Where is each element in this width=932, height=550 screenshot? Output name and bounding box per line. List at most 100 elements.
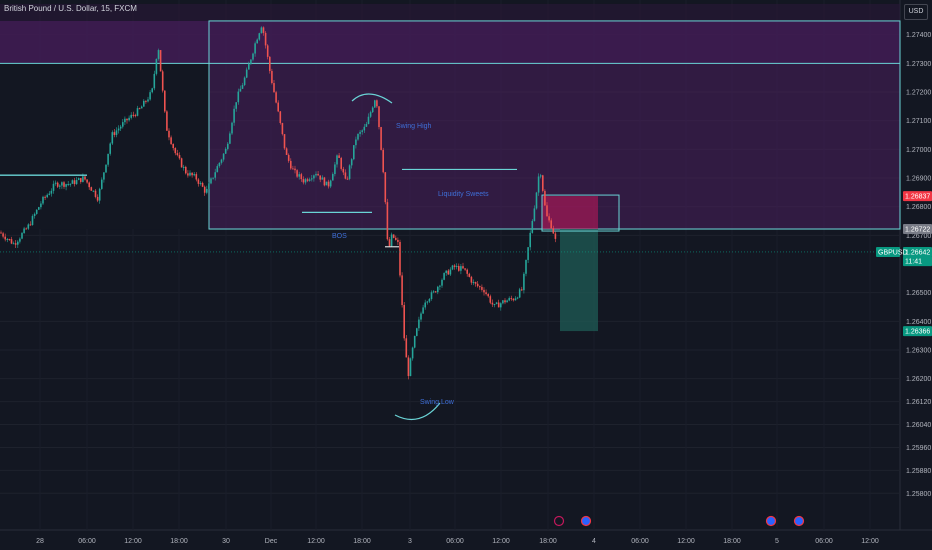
candle-body (54, 182, 57, 184)
candle-body (481, 286, 483, 290)
candle-body (374, 100, 376, 108)
symbol-title[interactable]: British Pound / U.S. Dollar, 15, FXCM (4, 4, 141, 13)
price-tag-label: 11:41 (905, 259, 922, 266)
candle-body (168, 130, 170, 138)
candle-body (420, 313, 422, 320)
candle-body (98, 188, 101, 201)
candle-body (256, 39, 258, 44)
candle-body (535, 192, 538, 209)
economic-event-marker (793, 515, 805, 527)
x-axis[interactable]: 28 06:00 12:00 18:00 30 Dec 12:00 18:00 3 06:00 12… (36, 538, 879, 545)
y-axis[interactable]: 1.27400 1.27300 1.27200 1.27100 1.27000 1.269… (906, 32, 931, 498)
candle-body (537, 176, 540, 193)
candle-body (132, 114, 135, 116)
candle-body (12, 243, 15, 245)
candle-body (6, 239, 9, 241)
candle-body (199, 182, 202, 184)
candle-body (392, 234, 395, 238)
candle-body (25, 228, 27, 230)
candle-body (161, 71, 164, 91)
annotation-label: Liquidity Sweets (438, 191, 489, 198)
price-tag (903, 256, 932, 267)
candle-body (466, 269, 468, 274)
candle-body (378, 106, 380, 128)
left-gap (0, 63, 209, 230)
overlays-layer: Swing High Liquidity Sweets BOS Swing Low (0, 93, 900, 527)
candle-body (353, 145, 355, 160)
candle-body (405, 338, 408, 358)
candle-body (395, 237, 397, 240)
candle-body (493, 303, 496, 305)
candle-body (418, 319, 420, 329)
x-tick-label: 28 (36, 538, 44, 545)
swing-low-arc (394, 402, 441, 421)
price-tag (903, 224, 932, 235)
candle-body (92, 190, 95, 192)
candle-body (157, 50, 160, 59)
candle-body (518, 289, 521, 298)
candle-body (201, 182, 204, 187)
x-tick-label: 06:00 (78, 538, 96, 545)
candle-body (42, 196, 44, 204)
candle-body (262, 27, 265, 33)
candle-body (71, 180, 74, 184)
candle-body (170, 137, 172, 145)
y-tick-label: 1.26040 (906, 422, 931, 429)
candle-body (525, 259, 527, 274)
y-tick-label: 1.26800 (906, 204, 931, 211)
candle-body (206, 188, 208, 193)
candle-body (462, 266, 464, 269)
x-tick-label: 18:00 (353, 538, 371, 545)
take-profit-area (560, 229, 598, 332)
candle-body (510, 298, 513, 300)
candle-body (101, 179, 103, 189)
candle-body (178, 155, 181, 159)
candle-body (27, 224, 30, 229)
candle-body (250, 59, 252, 65)
candle-body (376, 100, 378, 107)
candle-body (313, 175, 315, 179)
candle-body (233, 108, 235, 123)
x-tick-label: 4 (592, 538, 596, 545)
candle-body (143, 100, 145, 107)
candle-body (180, 158, 183, 168)
candle-body (491, 302, 494, 305)
candle-body (29, 224, 32, 226)
candle-body (460, 266, 462, 271)
candle-body (287, 154, 290, 161)
price-tag-label: 1.26837 (905, 194, 930, 201)
candle-body (56, 182, 59, 187)
candle-body (19, 238, 21, 242)
candle-body (290, 160, 292, 169)
candle-body (380, 127, 382, 150)
candle-body (458, 265, 460, 271)
candle-body (252, 53, 254, 60)
candle-body (224, 148, 227, 154)
candle-body (476, 283, 479, 287)
candle-body (21, 233, 23, 239)
annotation-label: Swing Low (420, 399, 455, 406)
candle-body (212, 177, 214, 179)
candle-body (350, 159, 353, 166)
candle-body (69, 183, 72, 185)
candle-body (357, 133, 359, 140)
candle-body (554, 233, 557, 239)
candle-body (208, 183, 210, 189)
candle-body (23, 228, 25, 234)
candle-body (334, 164, 336, 175)
candle-body (329, 180, 332, 187)
candle-body (539, 175, 542, 177)
candle-body (453, 265, 456, 267)
candle-body (338, 155, 340, 158)
candle-body (61, 182, 63, 186)
candle-body (151, 88, 153, 93)
candle-body (279, 111, 282, 124)
candle-body (500, 303, 502, 308)
currency-button[interactable]: USD (904, 4, 928, 20)
candle-body (472, 282, 475, 284)
x-tick-label: 5 (775, 538, 779, 545)
candle-body (321, 177, 324, 180)
candle-body (411, 347, 414, 359)
candle-body (390, 234, 393, 247)
